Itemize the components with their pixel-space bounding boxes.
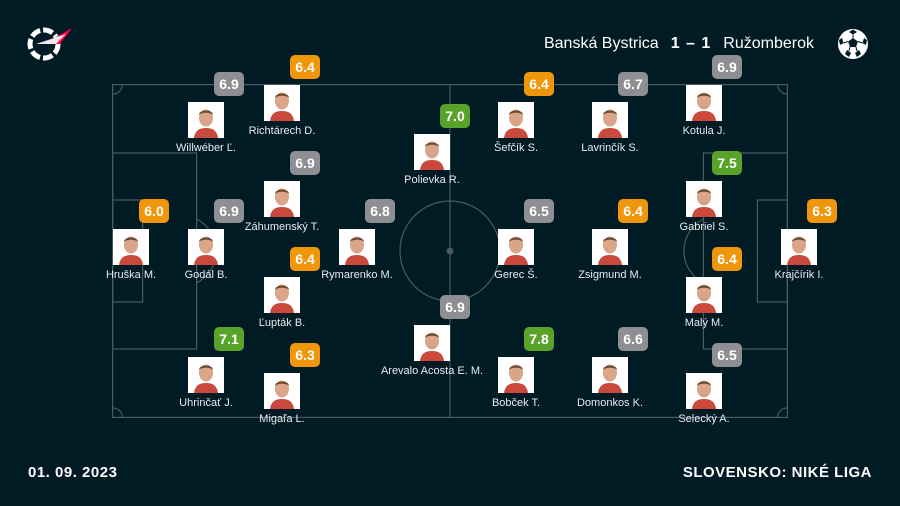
player-photo bbox=[264, 373, 300, 409]
player-name: Migaľa L. bbox=[259, 413, 305, 425]
player-card[interactable]: 6.9 Záhumenský T. bbox=[227, 151, 337, 281]
player-rating-badge: 6.5 bbox=[524, 199, 554, 223]
player-photo bbox=[781, 229, 817, 265]
player-name: Malý M. bbox=[684, 317, 724, 329]
player-card[interactable]: 6.5 Gerec Š. bbox=[461, 199, 571, 329]
player-name: Zsigmund M. bbox=[578, 269, 642, 281]
player-card[interactable]: 6.7 Lavrinčík S. bbox=[555, 72, 665, 202]
player-photo bbox=[188, 357, 224, 393]
player-name: Záhumenský T. bbox=[244, 221, 320, 233]
player-card[interactable]: 6.4 Šefčík S. bbox=[461, 72, 571, 202]
player-photo bbox=[113, 229, 149, 265]
player-card[interactable]: 6.3 Migaľa L. bbox=[227, 343, 337, 473]
player-photo bbox=[498, 357, 534, 393]
player-name: Selecký A. bbox=[678, 413, 730, 425]
player-card[interactable]: 7.5 Gabriel S. bbox=[649, 151, 759, 281]
player-rating-badge: 6.4 bbox=[524, 72, 554, 96]
match-date: 01. 09. 2023 bbox=[28, 464, 118, 481]
player-name: Krajčírik I. bbox=[774, 269, 824, 281]
player-rating-badge: 7.1 bbox=[214, 327, 244, 351]
player-name: Polievka R. bbox=[404, 174, 460, 186]
player-card[interactable]: 6.9 Kotula J. bbox=[649, 55, 759, 185]
player-photo bbox=[686, 85, 722, 121]
player-photo bbox=[414, 325, 450, 361]
player-card[interactable]: 6.4 Ľupták B. bbox=[227, 247, 337, 377]
player-photo bbox=[592, 229, 628, 265]
player-rating-badge: 6.4 bbox=[618, 199, 648, 223]
player-card[interactable]: 6.4 Richtárech D. bbox=[227, 55, 337, 185]
player-photo bbox=[188, 229, 224, 265]
player-photo bbox=[188, 102, 224, 138]
player-rating-badge: 7.5 bbox=[712, 151, 742, 175]
player-name: Šefčík S. bbox=[493, 142, 539, 154]
player-rating-badge: 6.0 bbox=[139, 199, 169, 223]
match-header: Banská Bystrica 1 – 1 Ružomberok bbox=[544, 26, 870, 62]
player-rating-badge: 6.4 bbox=[712, 247, 742, 271]
player-card[interactable]: 7.8 Bobček T. bbox=[461, 327, 571, 457]
player-card[interactable]: 6.5 Selecký A. bbox=[649, 343, 759, 473]
player-rating-badge: 6.3 bbox=[290, 343, 320, 367]
player-rating-badge: 6.9 bbox=[214, 199, 244, 223]
player-rating-badge: 6.7 bbox=[618, 72, 648, 96]
flashscore-logo-icon[interactable] bbox=[26, 24, 74, 64]
player-card[interactable]: 6.8 Rymarenko M. bbox=[302, 199, 412, 329]
player-rating-badge: 6.9 bbox=[712, 55, 742, 79]
player-rating-badge: 6.4 bbox=[290, 55, 320, 79]
player-photo bbox=[264, 181, 300, 217]
player-card[interactable]: 7.1 Uhrinčať J. bbox=[151, 327, 261, 457]
player-name: Uhrinčať J. bbox=[179, 397, 233, 409]
player-name: Gerec Š. bbox=[494, 269, 538, 281]
player-rating-badge: 6.8 bbox=[365, 199, 395, 223]
player-rating-badge: 7.0 bbox=[440, 104, 470, 128]
player-photo bbox=[498, 102, 534, 138]
player-photo bbox=[686, 373, 722, 409]
player-photo bbox=[592, 357, 628, 393]
player-card[interactable]: 7.0 Polievka R. bbox=[377, 104, 487, 234]
player-card[interactable]: 6.0 Hruška M. bbox=[76, 199, 186, 329]
player-rating-badge: 6.9 bbox=[290, 151, 320, 175]
player-name: Gabriel S. bbox=[679, 221, 729, 233]
player-photo bbox=[339, 229, 375, 265]
player-card[interactable]: 6.9 Arevalo Acosta E. M. bbox=[377, 295, 487, 425]
player-name: Willwéber Ľ. bbox=[176, 142, 236, 154]
player-name: Rymarenko M. bbox=[321, 269, 393, 281]
player-name: Kotula J. bbox=[682, 125, 726, 137]
player-photo bbox=[592, 102, 628, 138]
player-photo bbox=[264, 277, 300, 313]
player-card[interactable]: 6.4 Zsigmund M. bbox=[555, 199, 665, 329]
league-name[interactable]: SLOVENSKO: NIKÉ LIGA bbox=[682, 464, 872, 481]
away-team-name[interactable]: Ružomberok bbox=[723, 35, 814, 52]
player-photo bbox=[498, 229, 534, 265]
player-name: Bobček T. bbox=[491, 397, 541, 409]
player-rating-badge: 6.4 bbox=[290, 247, 320, 271]
football-icon bbox=[836, 27, 870, 61]
player-name: Lavrinčík S. bbox=[581, 142, 639, 154]
player-rating-badge: 6.6 bbox=[618, 327, 648, 351]
player-photo bbox=[414, 134, 450, 170]
player-card[interactable]: 6.4 Malý M. bbox=[649, 247, 759, 377]
player-name: Hruška M. bbox=[105, 269, 157, 281]
player-rating-badge: 6.9 bbox=[214, 72, 244, 96]
player-name: Godál B. bbox=[184, 269, 228, 281]
match-score: 1 – 1 bbox=[670, 35, 712, 52]
player-rating-badge: 6.5 bbox=[712, 343, 742, 367]
player-name: Arevalo Acosta E. M. bbox=[380, 365, 484, 377]
player-card[interactable]: 6.6 Domonkos K. bbox=[555, 327, 665, 457]
player-rating-badge: 6.3 bbox=[807, 199, 837, 223]
player-photo bbox=[686, 277, 722, 313]
pitch: 6.0 Hruška M. 6.9 Willwéber Ľ. 6.9 Godál B. 7.… bbox=[106, 55, 837, 425]
player-photo bbox=[686, 181, 722, 217]
home-team-name[interactable]: Banská Bystrica bbox=[543, 35, 659, 52]
player-photo bbox=[264, 85, 300, 121]
player-card[interactable]: 6.3 Krajčírik I. bbox=[744, 199, 854, 329]
player-card[interactable]: 6.9 Godál B. bbox=[151, 199, 261, 329]
player-name: Ľupták B. bbox=[258, 317, 306, 329]
player-rating-badge: 6.9 bbox=[440, 295, 470, 319]
player-card[interactable]: 6.9 Willwéber Ľ. bbox=[151, 72, 261, 202]
player-rating-badge: 7.8 bbox=[524, 327, 554, 351]
player-name: Domonkos K. bbox=[576, 397, 644, 409]
player-name: Richtárech D. bbox=[248, 125, 316, 137]
